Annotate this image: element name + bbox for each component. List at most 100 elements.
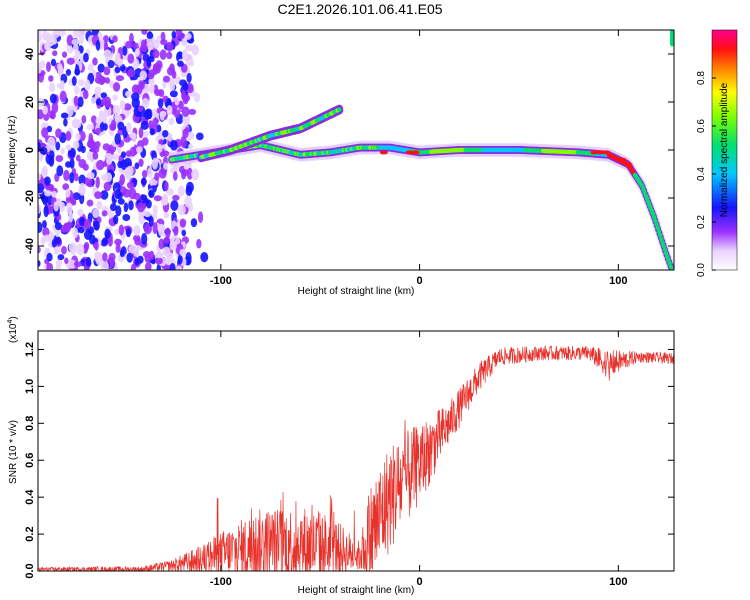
noise-blob [127, 68, 135, 78]
y-tick-label: 0.4 [24, 489, 36, 505]
noise-blob [101, 174, 109, 182]
noise-blob [127, 53, 135, 64]
noise-blob [150, 108, 158, 118]
corner-streak [670, 30, 674, 34]
noise-blob [71, 38, 80, 46]
noise-blob [163, 212, 170, 219]
noise-blob [78, 217, 86, 227]
noise-blob [83, 52, 89, 63]
ridge-core [657, 233, 663, 238]
noise-blob [66, 202, 73, 215]
noise-blob [38, 97, 45, 108]
noise-blob [162, 130, 169, 138]
noise-blob [140, 39, 147, 50]
ridge-core [663, 251, 669, 256]
noise-blob [46, 125, 53, 133]
noise-blob [196, 238, 202, 249]
noise-blob [156, 143, 163, 153]
ridge-hotspot [590, 150, 599, 155]
noise-blob [195, 132, 204, 141]
snr-ylabel: SNR (10 * v/v) [8, 420, 19, 484]
noise-blob [76, 243, 85, 256]
noise-blob [57, 63, 63, 71]
noise-blob [73, 261, 82, 268]
y-tick-label: 0 [24, 147, 36, 153]
noise-blob [126, 121, 132, 134]
colorbar-tick-label: 0.0 [696, 263, 707, 277]
noise-blob [118, 224, 125, 236]
noise-blob [68, 107, 74, 117]
noise-blob [55, 128, 62, 139]
noise-blob [38, 221, 43, 233]
noise-blob [42, 227, 50, 237]
noise-blob [132, 234, 141, 242]
noise-blob [64, 257, 69, 264]
noise-blob [62, 183, 70, 191]
noise-blob [63, 223, 71, 230]
noise-blob [140, 120, 149, 130]
noise-blob [43, 165, 48, 175]
noise-blob [148, 120, 153, 130]
snr-scale-close: ) [8, 316, 19, 319]
noise-blob [69, 172, 75, 184]
noise-blob [38, 246, 41, 254]
ridge-hotspot [618, 157, 627, 162]
noise-blob [117, 121, 125, 131]
noise-blob [119, 249, 125, 258]
noise-blob [134, 162, 140, 170]
noise-blob [73, 119, 82, 129]
noise-blob [48, 75, 54, 82]
noise-blob [100, 239, 108, 247]
noise-blob [80, 145, 86, 154]
y-tick-label: 40 [24, 48, 36, 60]
noise-blob [79, 182, 86, 192]
ridge-core [662, 247, 668, 252]
snr-ticks: -100 0 100 0.0 0.2 0.4 0.6 0.8 1.0 1.2 [24, 331, 674, 588]
noise-blob [78, 34, 84, 45]
noise-blob [56, 165, 64, 177]
noise-blob [72, 140, 80, 150]
noise-blob [162, 193, 168, 203]
noise-blob [168, 117, 175, 126]
noise-blob [78, 174, 86, 186]
noise-blob [42, 105, 48, 115]
noise-blob [109, 203, 117, 212]
noise-blob [163, 162, 168, 171]
noise-blob [85, 256, 92, 267]
noise-blob [105, 155, 113, 166]
noise-blob [96, 159, 105, 171]
colorbar-tick-label: 0.6 [696, 119, 707, 133]
noise-blob [152, 49, 160, 59]
branch-core [337, 107, 342, 112]
colorbar-tick-label: 0.4 [696, 167, 707, 181]
noise-blob [77, 208, 84, 217]
noise-blob [50, 58, 57, 67]
noise-blob [60, 112, 69, 119]
noise-blob [143, 130, 149, 138]
noise-blob [57, 254, 65, 261]
noise-blob [109, 123, 117, 131]
noise-blob [141, 137, 149, 146]
noise-blob [107, 208, 114, 219]
noise-blob [181, 106, 190, 117]
noise-blob [171, 30, 177, 39]
colorbar-label: Normalized spectral amplitude [719, 82, 730, 217]
noise-blob [152, 204, 158, 216]
noise-blob [104, 96, 112, 109]
x-tick-label: 100 [609, 275, 627, 287]
noise-blob [190, 218, 198, 228]
noise-blob [114, 228, 120, 236]
noise-blob [67, 259, 77, 269]
noise-blob [179, 248, 187, 257]
ridge-core [668, 264, 674, 269]
noise-blob [44, 189, 52, 197]
noise-blob [73, 43, 79, 53]
noise-blob [120, 159, 127, 171]
snr-line [38, 345, 674, 571]
noise-blob [177, 60, 184, 67]
ridge-hotspot [405, 150, 414, 155]
noise-blob [155, 135, 160, 142]
noise-blob [184, 116, 190, 125]
noise-blob [103, 66, 111, 76]
noise-blob [155, 251, 163, 259]
